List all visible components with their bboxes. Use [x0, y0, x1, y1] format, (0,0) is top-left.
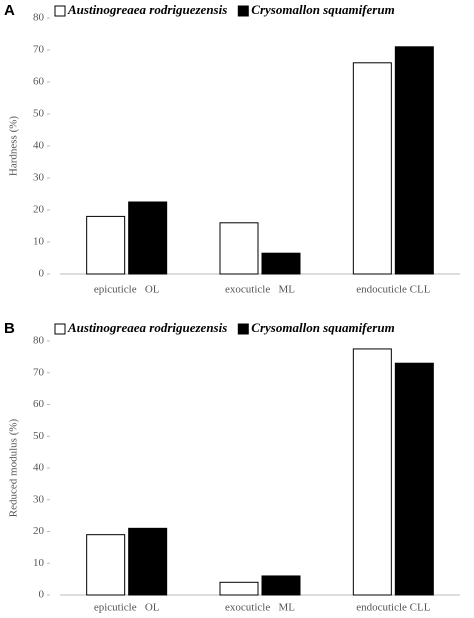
bar — [394, 46, 434, 275]
y-tick-label: 0 — [39, 268, 45, 280]
x-tick-label: exocuticle ML — [225, 284, 295, 296]
y-tick-label: 40 — [33, 462, 45, 474]
y-tick-label: 60 — [33, 76, 45, 88]
y-tick-label: 10 — [33, 236, 45, 248]
legend-label: Austinogreaea rodriguezensis — [67, 320, 227, 335]
x-tick-label: endocuticle CLL — [356, 602, 431, 614]
legend-marker — [237, 5, 249, 17]
y-tick-label: 60 — [33, 398, 45, 410]
bar — [86, 534, 126, 596]
y-axis-label: Reduced modulus (%) — [8, 418, 20, 517]
legend-label: Crysomallon squamiferum — [251, 320, 394, 335]
bar — [394, 362, 434, 596]
bar — [261, 252, 301, 275]
y-tick-label: 80 — [33, 335, 45, 347]
panel-label: A — [4, 2, 15, 19]
x-tick-label: endocuticle CLL — [356, 284, 431, 296]
y-tick-label: 10 — [33, 557, 45, 569]
bar — [86, 215, 126, 275]
bar — [352, 348, 392, 596]
bar — [219, 222, 259, 275]
y-tick-label: 70 — [33, 44, 45, 56]
y-axis-label: Hardness (%) — [8, 116, 20, 177]
y-tick-label: 20 — [33, 204, 45, 216]
legend-marker — [54, 5, 66, 17]
bar — [128, 201, 168, 275]
bar — [128, 527, 168, 596]
bar — [219, 581, 259, 596]
legend-label: Austinogreaea rodriguezensis — [67, 2, 227, 17]
x-tick-label: exocuticle ML — [225, 602, 295, 614]
y-tick-label: 20 — [33, 525, 45, 537]
bar — [261, 575, 301, 596]
y-tick-label: 0 — [39, 589, 45, 601]
y-tick-label: 70 — [33, 366, 45, 378]
x-tick-label: epicuticle OL — [94, 602, 160, 614]
y-tick-label: 50 — [33, 430, 45, 442]
panel-label: B — [4, 320, 15, 337]
bar — [352, 62, 392, 275]
y-tick-label: 80 — [33, 12, 45, 24]
y-tick-label: 30 — [33, 172, 45, 184]
y-tick-label: 40 — [33, 140, 45, 152]
x-tick-label: epicuticle OL — [94, 284, 160, 296]
y-tick-label: 30 — [33, 493, 45, 505]
y-tick-label: 50 — [33, 108, 45, 120]
legend-marker — [237, 323, 249, 335]
legend-label: Crysomallon squamiferum — [251, 2, 394, 17]
legend-marker — [54, 323, 66, 335]
